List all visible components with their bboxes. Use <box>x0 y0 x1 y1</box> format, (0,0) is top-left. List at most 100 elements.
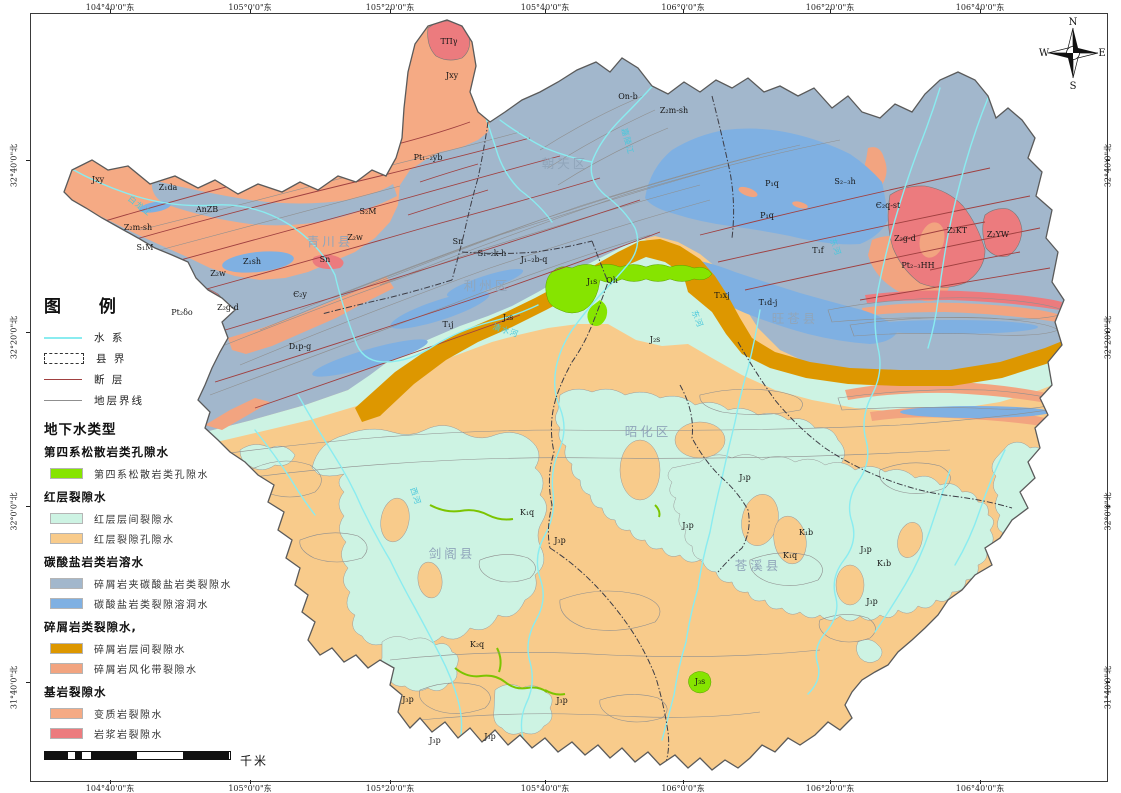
unit-lbl: Є₂y <box>293 290 307 299</box>
bluegray-stripe-in-nw <box>151 180 397 226</box>
unit-lbl: Qh <box>606 276 618 285</box>
scale-unit-label: 千米 <box>240 754 269 768</box>
karst-band-z1sh <box>222 251 294 273</box>
county-lbl: 朝天区 <box>542 156 589 171</box>
unit-lbl: J₃p <box>428 736 441 745</box>
unit-lbl: AnZB <box>195 205 218 214</box>
group-heading: 基岩裂隙水 <box>44 685 107 699</box>
graticule-tick <box>110 9 111 13</box>
unit-lbl: J₃s <box>694 677 706 686</box>
compass-w-label: W <box>1039 48 1050 59</box>
legend-swatch-row: 岩浆岩裂隙水 <box>50 723 299 743</box>
legend-item-stratum: 地层界线 <box>44 390 299 411</box>
unit-lbl: Z₁da <box>159 183 178 192</box>
unit-lbl: D₁p-g <box>289 342 312 351</box>
unit-lbl: J₃p <box>865 597 878 606</box>
unit-lbl: P₁q <box>765 179 779 188</box>
scale-seg <box>45 752 68 759</box>
karst-band-sw <box>312 339 428 377</box>
orange-holes <box>380 421 923 606</box>
unit-lbl: Jxy <box>91 175 105 184</box>
magmatic-red-ne-2 <box>982 208 1023 257</box>
unit-lbl: On-b <box>618 92 638 101</box>
graticule-label: 105°40'0"东 <box>520 3 570 12</box>
unit-lbl: Pt₂₋₃HH <box>901 261 934 270</box>
groundwater-type-title: 地下水类型 <box>44 422 117 438</box>
unit-lbl: Z₂w <box>347 233 363 242</box>
legend-swatch-row: 碎屑岩夹碳酸盐岩类裂隙水 <box>50 573 299 593</box>
stratum-boundary-lines <box>139 94 1064 723</box>
unit-lbl: Sn <box>453 237 464 246</box>
compass-e-label: E <box>1098 48 1105 59</box>
redbed-interlayer-swatch <box>50 512 83 524</box>
graticule-label: 106°40'0"东 <box>955 3 1005 12</box>
unit-lbl: K₁b <box>877 559 891 568</box>
graticule-label: 105°40'0"东 <box>520 784 570 793</box>
region-outline <box>63 19 1065 771</box>
fault-line-symbol <box>44 379 82 380</box>
unit-lbl: J₃p <box>401 695 414 704</box>
graticule-tick <box>545 780 546 784</box>
graticule-label: 106°0'0"东 <box>661 784 705 793</box>
graticule-tick <box>830 780 831 784</box>
county-lbl: 利州区 <box>464 278 511 293</box>
county-lbl: 苍溪县 <box>735 558 782 573</box>
legend-swatch-row: 第四系松散岩类孔隙水 <box>50 463 299 483</box>
unit-lbl: Z₂g-d <box>217 303 239 312</box>
karst-swatch <box>50 597 83 609</box>
unit-lbl: Z₂m-sh <box>660 106 688 115</box>
karst-band-2 <box>446 268 524 298</box>
unit-lbl: Z₂w <box>210 269 226 278</box>
graticule-tick <box>250 9 251 13</box>
scale-seg <box>91 752 137 759</box>
unit-lbl: K₂q <box>470 640 484 649</box>
legend-swatch-row: 变质岩裂隙水 <box>50 703 299 723</box>
graticule-tick <box>1106 332 1110 333</box>
county-lbl: 昭化区 <box>625 424 672 439</box>
county-boundary-symbol <box>44 353 84 364</box>
clastic-weathered-swatch <box>50 662 83 674</box>
graticule-tick <box>1106 506 1110 507</box>
graticule-tick <box>1106 160 1110 161</box>
graticule-label: 105°0'0"东 <box>228 3 272 12</box>
unit-lbl: J₁s <box>586 277 598 286</box>
legend-item-fault: 断 层 <box>44 369 299 390</box>
unit-lbl: TΠγ <box>440 37 457 46</box>
unit-lbl: S₁M <box>137 243 154 252</box>
county-lbl: 剑阁县 <box>429 546 476 561</box>
legend-item-water: 水 系 <box>44 327 299 348</box>
group-heading: 第四系松散岩类孔隙水 <box>44 445 169 459</box>
stratum-line-symbol <box>44 400 82 401</box>
unit-lbl: K₁q <box>520 508 534 517</box>
graticule-tick <box>26 160 30 161</box>
graticule-tick <box>26 332 30 333</box>
unit-lbl: K₁b <box>799 528 813 537</box>
clastic-interlayer-band <box>355 239 1064 422</box>
map-frame-border <box>30 13 1108 782</box>
graticule-tick <box>545 9 546 13</box>
graticule-label: 106°20'0"东 <box>805 784 855 793</box>
salmon-fleck-1 <box>738 186 758 198</box>
magmatic-swatch <box>50 727 83 739</box>
legend-swatch-row: 红层裂隙孔隙水 <box>50 528 299 548</box>
quaternary-swatch <box>50 467 83 479</box>
metamorphic-zone-nw <box>64 20 490 280</box>
unit-lbl: S₂₋₃h <box>834 177 855 186</box>
graticule-tick <box>390 780 391 784</box>
unit-lbl: J₃p <box>553 536 566 545</box>
unit-lbl: S₂M <box>360 207 377 216</box>
county-lbl: 青川县 <box>307 234 354 249</box>
unit-lbl: J₁₋₂b-q <box>520 255 548 264</box>
salmon-fleck-2 <box>792 201 808 209</box>
group-heading: 红层裂隙水 <box>44 490 107 504</box>
graticule-label: 104°40'0"东 <box>85 3 135 12</box>
karst-blue-wangcang <box>679 258 898 344</box>
graticule-tick <box>26 682 30 683</box>
scale-bar: 千米 <box>44 736 304 768</box>
scale-seg <box>183 752 229 759</box>
unit-lbl: J₂s <box>502 313 514 322</box>
scale-seg <box>75 752 82 759</box>
graticule-tick <box>110 780 111 784</box>
